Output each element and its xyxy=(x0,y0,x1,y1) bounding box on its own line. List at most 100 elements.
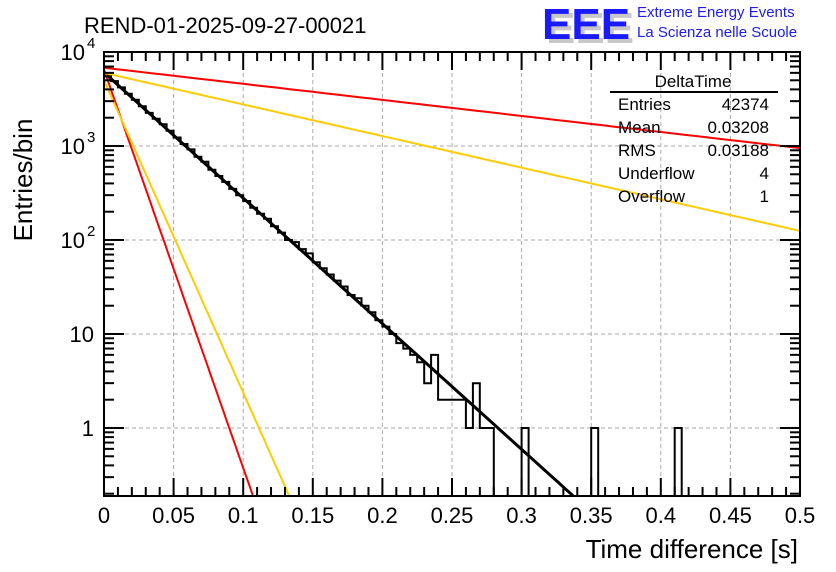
stats-label: Entries xyxy=(618,95,671,114)
curve-fast-yellow xyxy=(103,79,291,497)
y-tick-exponent: 4 xyxy=(87,35,95,52)
histogram-bin xyxy=(292,242,299,496)
x-tick-label: 0.05 xyxy=(152,503,195,528)
histogram-bin xyxy=(487,428,494,496)
histogram-bin xyxy=(320,268,327,496)
histogram-bin xyxy=(215,176,222,496)
x-tick-label: 0.3 xyxy=(506,503,537,528)
x-tick-label: 0.45 xyxy=(709,503,752,528)
x-tick-label: 0.25 xyxy=(431,503,474,528)
histogram-bin xyxy=(167,131,174,496)
y-tick-label: 1 xyxy=(82,416,94,441)
y-tick-label: 10 xyxy=(61,228,85,253)
x-tick-labels: 0 0.05 0.1 0.15 0.2 0.25 0.3 0.35 0.4 0.45 0.5 xyxy=(98,503,815,528)
histogram-bin xyxy=(285,240,292,496)
histogram-bin xyxy=(466,428,473,496)
histogram-bin xyxy=(368,312,375,496)
stats-label: RMS xyxy=(618,141,656,160)
stats-value: 1 xyxy=(760,187,769,206)
stats-value: 4 xyxy=(760,164,769,183)
logo-line2: La Scienza nelle Scuole xyxy=(637,24,797,41)
histogram-bin xyxy=(243,201,250,496)
histogram-bin xyxy=(403,349,410,496)
histogram-bin xyxy=(522,428,529,496)
histogram-bin xyxy=(452,400,459,496)
histogram-bin xyxy=(424,383,431,496)
histogram-bin xyxy=(327,274,334,496)
histogram-bin xyxy=(264,219,271,496)
curve-fast-red xyxy=(103,69,254,497)
y-tick-label: 10 xyxy=(61,40,85,65)
x-tick-label: 0.1 xyxy=(228,503,259,528)
histogram-bin xyxy=(132,100,139,496)
histogram-bin xyxy=(445,400,452,496)
histogram-bin xyxy=(257,214,264,496)
histogram-bin xyxy=(591,428,598,496)
histogram-bin xyxy=(188,149,195,496)
histogram-bin xyxy=(236,195,243,496)
stats-label: Underflow xyxy=(618,164,695,183)
histogram-bin xyxy=(459,400,466,496)
x-tick-label: 0.15 xyxy=(291,503,334,528)
y-tick-label: 10 xyxy=(61,134,85,159)
histogram-bin xyxy=(153,119,160,496)
histogram-bin xyxy=(118,87,125,496)
histogram-bin xyxy=(355,298,362,496)
stats-label: Overflow xyxy=(618,187,686,206)
histogram-bin xyxy=(250,208,257,496)
histogram-bin xyxy=(306,253,313,496)
logo-line1: Extreme Energy Events xyxy=(637,4,795,21)
histogram-bin xyxy=(201,162,208,496)
histogram-bin xyxy=(229,189,236,496)
histogram-bin xyxy=(410,355,417,496)
histogram-bin xyxy=(160,124,167,496)
histogram-bin xyxy=(375,320,382,496)
y-tick-base: 10 xyxy=(61,228,85,253)
histogram-bin xyxy=(299,249,306,496)
histogram-bin xyxy=(208,170,215,496)
curve-slow-red xyxy=(103,66,801,150)
y-tick-base: 10 xyxy=(61,40,85,65)
stats-title: DeltaTime xyxy=(655,72,732,91)
histogram-bin xyxy=(348,295,355,496)
x-tick-label: 0.35 xyxy=(570,503,613,528)
axes xyxy=(103,51,801,497)
histogram-bin xyxy=(313,262,320,496)
y-tick-base: 10 xyxy=(61,134,85,159)
histogram-bin xyxy=(181,144,188,496)
curve-slow-yellow xyxy=(103,71,801,232)
stats-label: Mean xyxy=(618,118,661,137)
histogram-bin xyxy=(139,106,146,496)
stats-value: 0.03208 xyxy=(708,118,769,137)
histogram-bin xyxy=(438,400,445,496)
histogram-bin xyxy=(174,138,181,496)
chart-title: REND-01-2025-09-27-00021 xyxy=(84,13,367,38)
logo-shadow: EEE xyxy=(546,4,634,53)
x-tick-label: 0.4 xyxy=(646,503,677,528)
y-tick-exponent: 3 xyxy=(87,129,95,146)
histogram-bin xyxy=(417,362,424,496)
histogram-bin xyxy=(271,226,278,496)
histogram-bin xyxy=(675,428,682,496)
histogram-bin xyxy=(480,428,487,496)
y-axis-title: Entries/bin xyxy=(8,119,38,242)
stats-box: DeltaTime Entries 42374 Mean 0.03208 RMS 0.03… xyxy=(610,72,778,206)
histogram-bin xyxy=(362,306,369,496)
histogram-bin xyxy=(396,343,403,496)
histogram-bin xyxy=(473,383,480,496)
y-tick-exponent: 2 xyxy=(87,223,95,240)
x-axis-title: Time difference [s] xyxy=(586,534,798,564)
histogram-bin xyxy=(125,94,132,496)
histogram-bin xyxy=(341,287,348,496)
x-tick-label: 0 xyxy=(98,503,110,528)
histogram-bin xyxy=(431,355,438,496)
histogram-bin xyxy=(278,233,285,496)
logo-letters: EEE xyxy=(542,0,630,49)
y-tick-label: 10 xyxy=(70,322,94,347)
histogram-bin xyxy=(222,182,229,496)
x-tick-label: 0.2 xyxy=(367,503,398,528)
stats-value: 0.03188 xyxy=(708,141,769,160)
histogram-bin xyxy=(146,113,153,496)
